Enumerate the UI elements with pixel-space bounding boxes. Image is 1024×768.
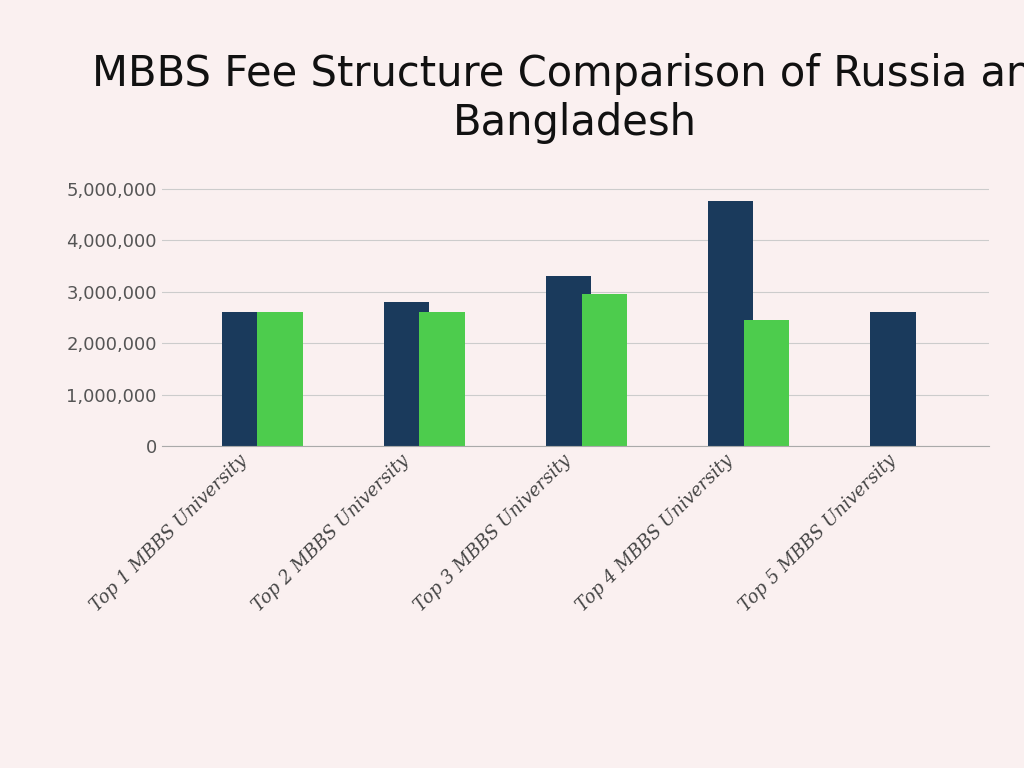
Bar (708, 201, 754, 446)
Bar (870, 313, 915, 446)
Bar (420, 313, 465, 446)
Bar (582, 294, 627, 446)
Bar (221, 313, 267, 446)
Bar (257, 313, 303, 446)
Bar (546, 276, 591, 446)
Bar (743, 320, 790, 446)
Bar (384, 302, 429, 446)
Title: MBBS Fee Structure Comparison of Russia and
Bangladesh: MBBS Fee Structure Comparison of Russia … (92, 54, 1024, 144)
